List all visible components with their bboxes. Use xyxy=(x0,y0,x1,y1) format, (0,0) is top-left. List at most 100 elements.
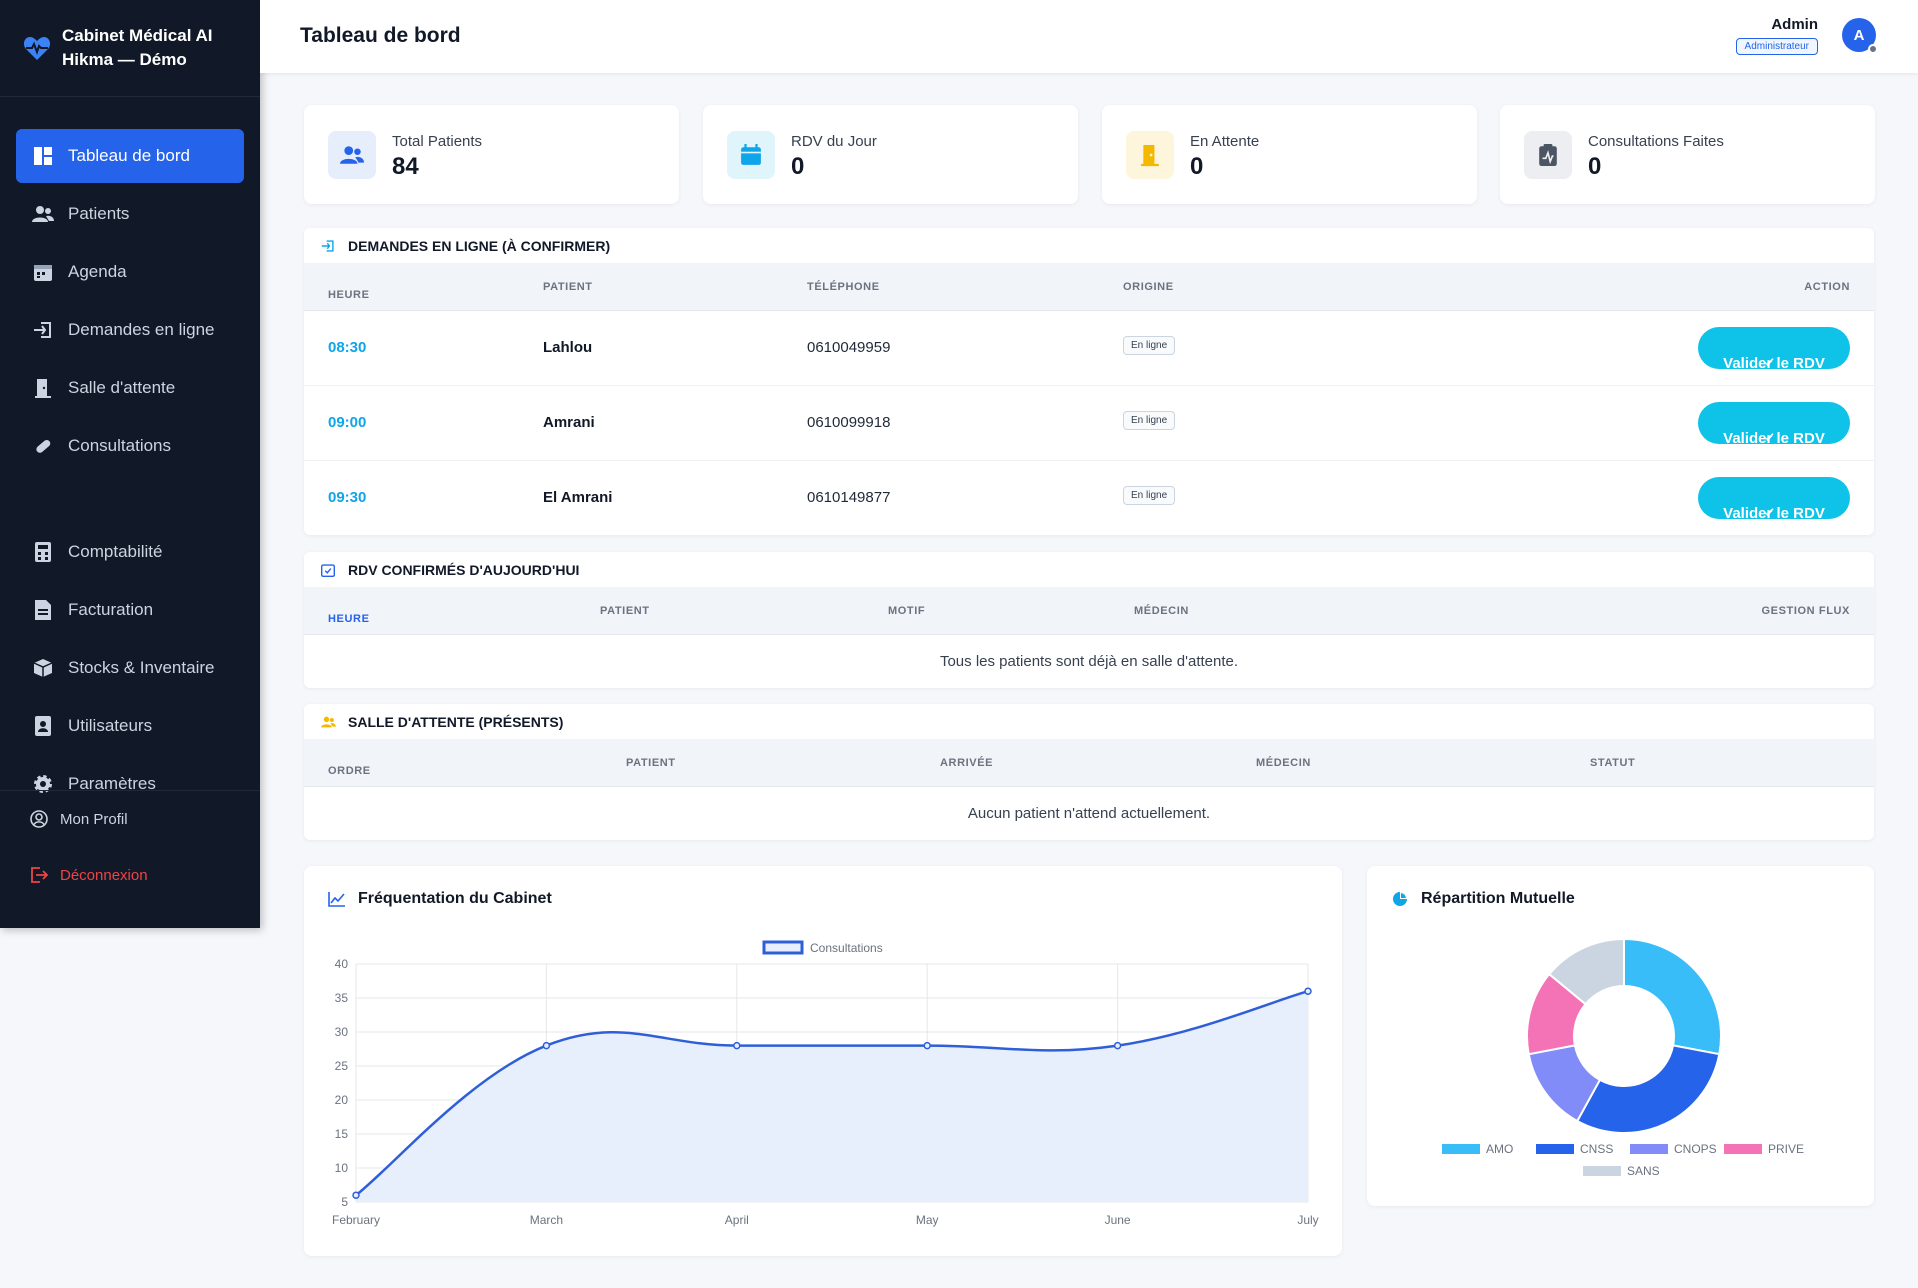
button-label: Valider le RDV xyxy=(1723,505,1825,522)
brand[interactable]: Cabinet Médical AI Hikma — Démo xyxy=(0,0,260,97)
nav-label: Utilisateurs xyxy=(68,716,153,735)
nav-label: Stocks & Inventaire xyxy=(68,658,215,677)
data-point xyxy=(1113,1041,1122,1050)
row-time: 08:30 xyxy=(328,339,367,356)
col-motif: MOTIF xyxy=(888,605,926,617)
card-header: Répartition Mutuelle xyxy=(1391,890,1575,908)
x-tick-label: June xyxy=(1105,1213,1131,1227)
data-point xyxy=(733,1041,741,1050)
legend-label: CNOPS xyxy=(1674,1142,1717,1156)
table-row: 08:30 Lahlou 0610049959 En ligne ✓ Valide… xyxy=(304,311,1874,386)
row-phone: 0610099918 xyxy=(807,414,891,431)
table-row: 09:30 El Amrani 0610149877 En ligne ✓ Val… xyxy=(304,461,1874,535)
calendar-check-icon xyxy=(320,562,336,578)
validate-appointment-button[interactable]: ✓ Valider le RDV xyxy=(1698,327,1850,372)
logout-label: Déconnexion xyxy=(60,866,148,884)
nav-label: Salle d'attente xyxy=(68,378,176,397)
table-header: HEURE PATIENT MOTIF MÉDECIN GESTION FLUX xyxy=(304,587,1874,635)
row-patient: Lahlou xyxy=(543,339,593,356)
nav-item-stocks[interactable]: Stocks & Inventaire xyxy=(16,641,244,695)
door-icon xyxy=(32,377,54,399)
validate-appointment-button[interactable]: ✓ Valider le RDV xyxy=(1698,477,1850,522)
stat-label: En Attente xyxy=(1190,133,1260,150)
sidebar-footer: Mon Profil Déconnexion xyxy=(0,790,260,903)
legend-swatch xyxy=(1536,1144,1574,1154)
nav-item-online-requests[interactable]: Demandes en ligne xyxy=(16,303,244,357)
nav-item-dashboard[interactable]: Tableau de bord xyxy=(16,129,244,183)
origin-badge: En ligne xyxy=(1123,336,1176,355)
legend-swatch xyxy=(762,940,804,955)
legend-item: SANS xyxy=(1583,1164,1660,1178)
stat-card-waiting: En Attente 0 xyxy=(1102,105,1477,204)
col-action: ACTION xyxy=(1804,281,1850,293)
nav-item-settings[interactable]: Paramètres xyxy=(16,757,244,811)
mutual-distribution-card: Répartition Mutuelle AMO CNSS CNOPS PRIVE SA… xyxy=(1367,866,1874,1206)
col-status: STATUT xyxy=(1590,757,1636,769)
data-point xyxy=(542,1041,551,1050)
gear-icon xyxy=(32,773,54,795)
row-patient: El Amrani xyxy=(543,489,613,506)
nav-label: Consultations xyxy=(68,436,172,455)
calendar-icon xyxy=(727,131,775,179)
y-tick-label: 25 xyxy=(335,1059,349,1073)
nav-item-accounting[interactable]: Comptabilité xyxy=(16,525,244,579)
x-tick-label: April xyxy=(725,1213,749,1227)
row-phone: 0610049959 xyxy=(807,339,891,356)
row-time: 09:30 xyxy=(328,489,367,506)
nav-label: Comptabilité xyxy=(68,542,163,561)
calculator-icon xyxy=(32,541,54,563)
check-icon: ✓ xyxy=(1764,505,1776,520)
nav-item-consultations[interactable]: Consultations xyxy=(16,419,244,473)
brand-subtitle: Hikma — Démo xyxy=(62,50,187,69)
button-label: Valider le RDV xyxy=(1723,355,1825,372)
data-point xyxy=(923,1041,931,1050)
line-chart-icon xyxy=(328,890,346,908)
nav-item-agenda[interactable]: Agenda xyxy=(16,245,244,299)
pie-chart: AMO CNSS CNOPS PRIVE SANS xyxy=(1442,937,1804,1178)
empty-message: Tous les patients sont déjà en salle d'a… xyxy=(939,653,1239,670)
nav-item-billing[interactable]: Facturation xyxy=(16,583,244,637)
main-nav: Tableau de bord Patients Agenda Demandes… xyxy=(0,97,260,811)
col-time[interactable]: HEURE xyxy=(328,613,370,625)
stat-card-consultations-done: Consultations Faites 0 xyxy=(1500,105,1875,204)
heart-pulse-icon xyxy=(22,33,52,63)
legend-label: SANS xyxy=(1627,1164,1660,1178)
nav-item-patients[interactable]: Patients xyxy=(16,187,244,241)
check-icon: ✓ xyxy=(1764,355,1776,370)
chart-title: Répartition Mutuelle xyxy=(1421,890,1575,907)
calendar-icon xyxy=(32,261,54,283)
chart-title: Fréquentation du Cabinet xyxy=(358,890,552,907)
col-patient: PATIENT xyxy=(543,281,593,293)
stat-card-appointments-today: RDV du Jour 0 xyxy=(703,105,1078,204)
nav-label: Tableau de bord xyxy=(68,146,190,165)
nav-item-users[interactable]: Utilisateurs xyxy=(16,699,244,753)
y-tick-label: 5 xyxy=(341,1195,348,1209)
nav-label: Agenda xyxy=(68,262,127,281)
profile-link[interactable]: Mon Profil xyxy=(0,791,260,847)
stat-value: 0 xyxy=(1588,153,1602,180)
user-menu[interactable]: Admin Administrateur A xyxy=(1656,14,1878,64)
y-tick-label: 20 xyxy=(335,1093,349,1107)
user-circle-icon xyxy=(30,810,48,828)
chart-legend: Consultations xyxy=(762,940,883,955)
topbar: Tableau de bord Admin Administrateur A xyxy=(260,0,1918,73)
line-chart: Consultations 5 10 15 20 25 30 35 40 February Marc… xyxy=(332,940,1319,1227)
logout-link[interactable]: Déconnexion xyxy=(0,847,260,903)
nav-item-waiting-room[interactable]: Salle d'attente xyxy=(16,361,244,415)
legend-label: PRIVE xyxy=(1768,1142,1804,1156)
nav-label: Paramètres xyxy=(68,774,156,793)
waiting-room-panel: SALLE D'ATTENTE (PRÉSENTS) ORDRE PATIENT… xyxy=(304,704,1874,840)
stat-card-total-patients: Total Patients 84 xyxy=(304,105,679,204)
nav-label: Demandes en ligne xyxy=(68,320,215,339)
col-patient: PATIENT xyxy=(600,605,650,617)
col-doctor: MÉDECIN xyxy=(1134,605,1189,617)
legend-label: CNSS xyxy=(1580,1142,1613,1156)
box-icon xyxy=(32,657,54,679)
pills-icon xyxy=(32,435,54,457)
legend-item: CNOPS xyxy=(1630,1142,1717,1156)
pie-chart-icon xyxy=(1391,890,1409,908)
status-dot xyxy=(1868,44,1878,54)
dashboard-icon xyxy=(32,145,54,167)
validate-appointment-button[interactable]: ✓ Valider le RDV xyxy=(1698,402,1850,447)
x-tick-label: March xyxy=(530,1213,563,1227)
